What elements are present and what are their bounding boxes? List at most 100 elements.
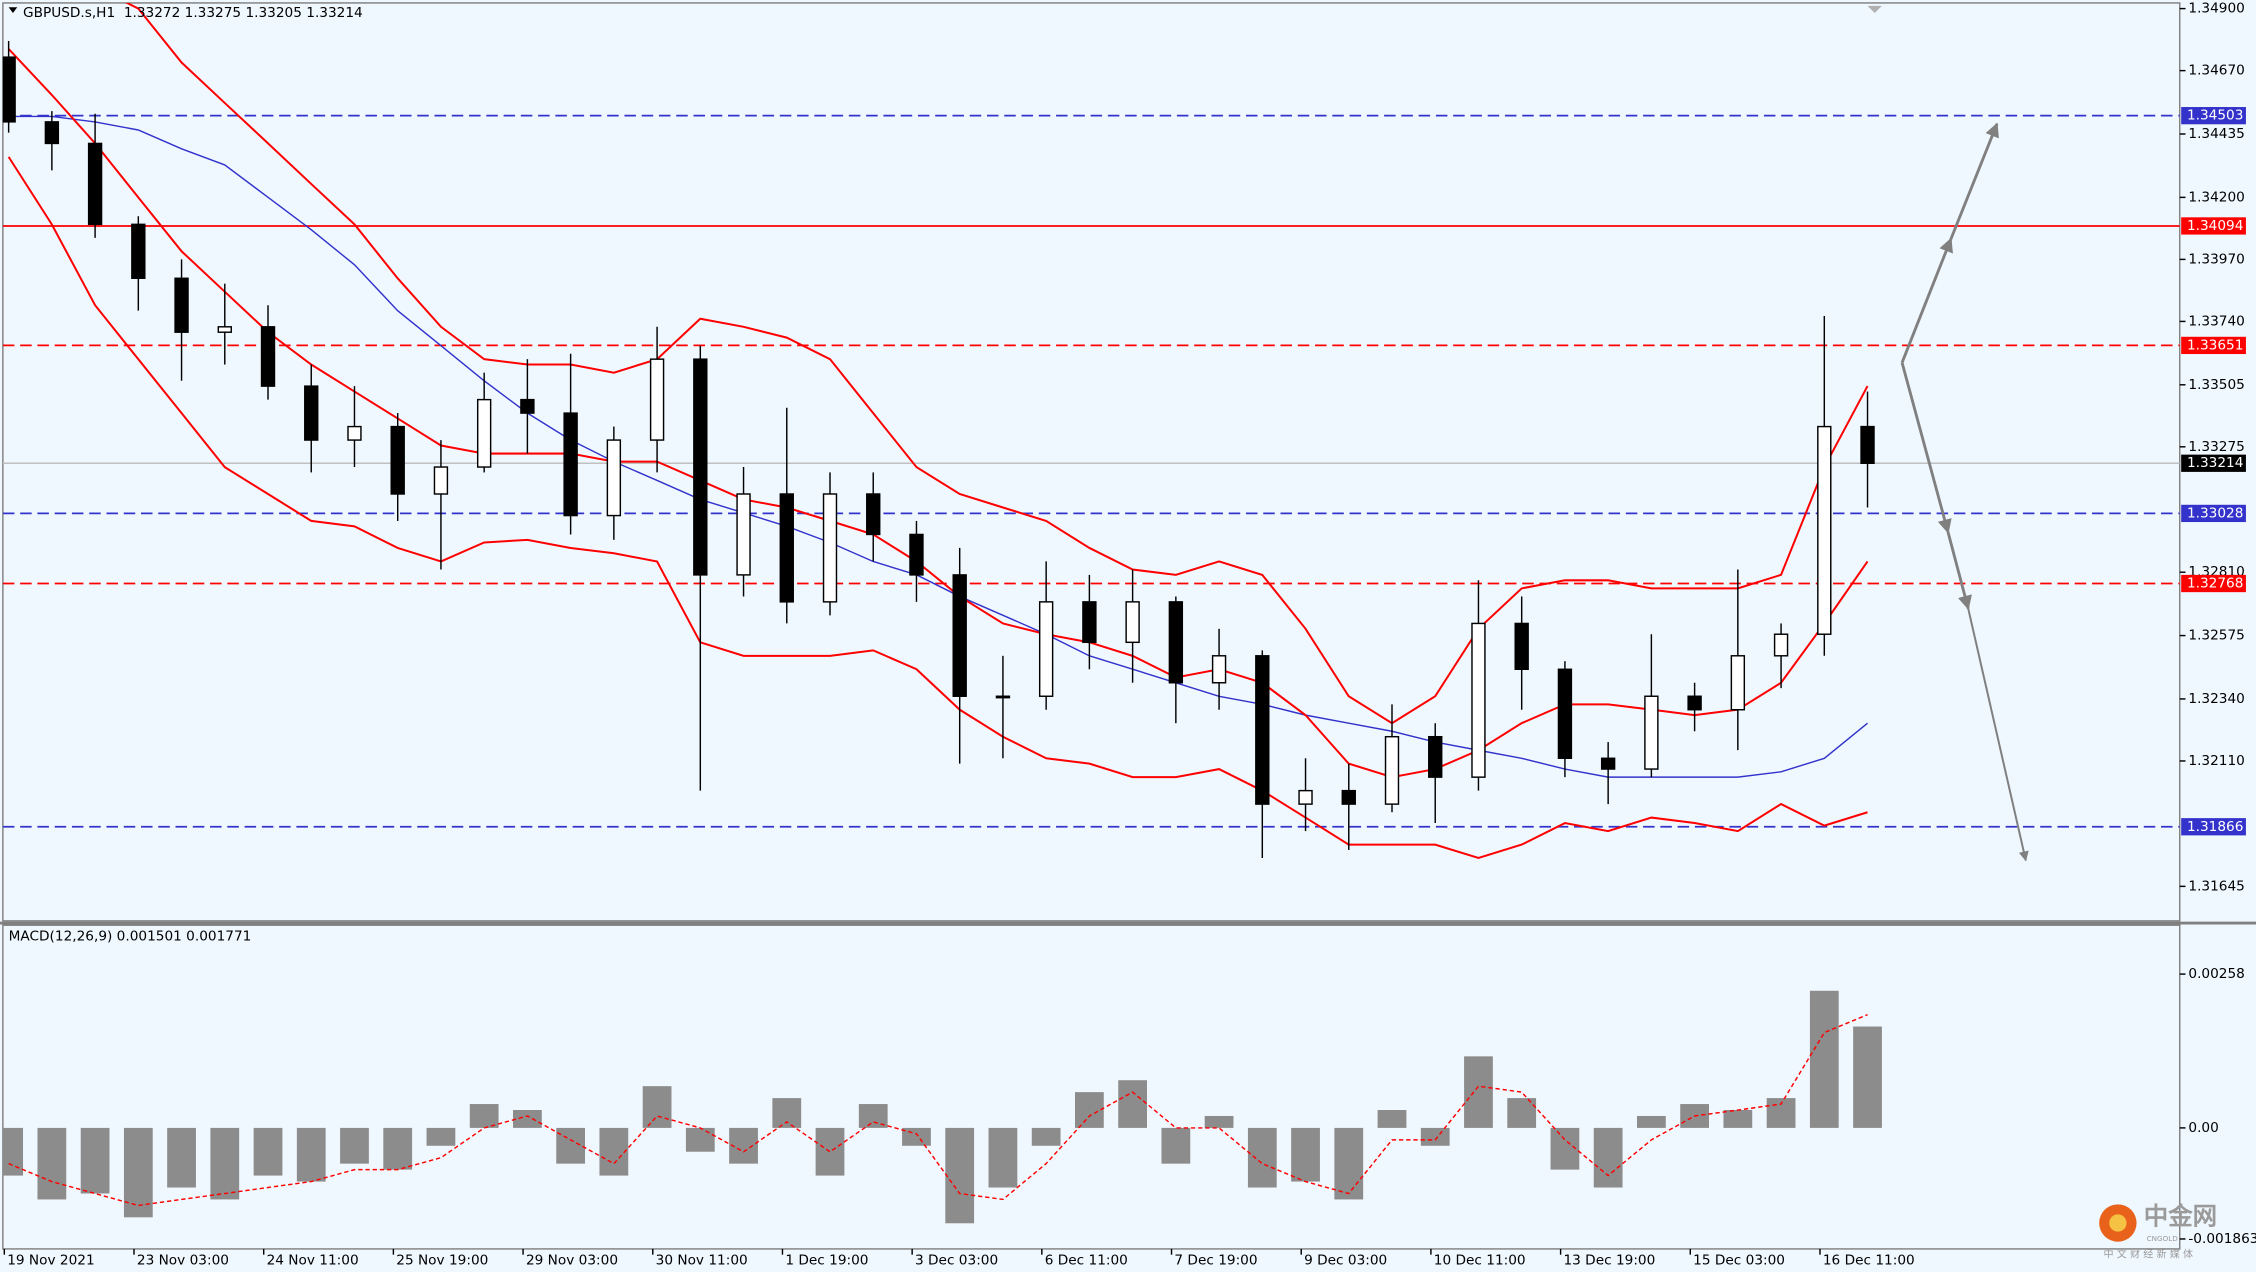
- candle-body: [822, 493, 838, 603]
- x-tick-label: 30 Nov 11:00: [656, 1252, 748, 1268]
- macd-bar: [340, 1127, 369, 1164]
- candle-body: [1211, 655, 1227, 684]
- macd-bar: [1031, 1127, 1061, 1146]
- y-tick-label: 1.33740: [2188, 313, 2244, 329]
- macd-bar: [1074, 1092, 1104, 1128]
- macd-bar: [1334, 1127, 1364, 1200]
- candle-body: [649, 358, 665, 441]
- arrow: [1946, 532, 1972, 611]
- x-tick-label: 16 Dec 11:00: [1823, 1252, 1915, 1268]
- candle-body: [304, 385, 319, 441]
- candle-body: [1255, 655, 1270, 805]
- candle-body: [779, 493, 794, 603]
- candle-body: [1773, 633, 1789, 657]
- main-panel: [2, 2, 2181, 922]
- candle-body: [1644, 695, 1659, 770]
- macd-bar: [642, 1086, 672, 1128]
- macd-area: [2, 990, 1882, 1224]
- x-tick-label: 1 Dec 19:00: [785, 1252, 868, 1268]
- candle-body: [606, 439, 622, 517]
- candle-body: [44, 121, 60, 145]
- macd-bar: [556, 1127, 586, 1164]
- candle-body: [174, 277, 189, 333]
- macd-bar: [426, 1127, 456, 1146]
- chart-title: GBPUSD.s,H1 1.33272 1.33275 1.33205 1.33…: [23, 5, 363, 21]
- candle-body: [1428, 735, 1443, 778]
- candle-body: [520, 398, 535, 414]
- level-label-box: [2181, 217, 2246, 235]
- x-tick-label: 15 Dec 03:00: [1693, 1252, 1785, 1268]
- candle-body: [1298, 789, 1313, 805]
- macd-bar: [383, 1127, 413, 1170]
- x-tick-label: 24 Nov 11:00: [267, 1252, 359, 1268]
- macd-bar: [2, 1127, 24, 1176]
- macd-signal: [8, 1014, 1868, 1207]
- macd-bar: [685, 1127, 715, 1152]
- macd-bar: [296, 1127, 326, 1182]
- x-tick-label: 23 Nov 03:00: [137, 1252, 229, 1268]
- y-tick-label: 1.32110: [2188, 753, 2244, 769]
- level-label: 1.34094: [2187, 218, 2243, 234]
- x-tick-label: 13 Dec 19:00: [1563, 1252, 1655, 1268]
- bollinger-lower: [7, 156, 1868, 860]
- x-tick-label: 25 Nov 19:00: [396, 1252, 488, 1268]
- level-label: 1.34503: [2187, 108, 2243, 124]
- candle-body: [1817, 425, 1832, 635]
- y-tick-label: 1.33970: [2188, 251, 2244, 267]
- price-area: [2, 2, 2180, 860]
- macd-title: MACD(12,26,9) 0.001501 0.001771: [9, 929, 252, 945]
- x-tick-label: 6 Dec 11:00: [1045, 1252, 1128, 1268]
- candle-body: [1730, 655, 1746, 711]
- x-tick-label: 3 Dec 03:00: [915, 1252, 998, 1268]
- macd-bar: [80, 1127, 110, 1194]
- candle-body: [1687, 695, 1702, 711]
- y-tick-label: 0.00258: [2188, 966, 2244, 982]
- level-label-box: [2181, 107, 2246, 125]
- level-label-box: [2181, 574, 2246, 593]
- x-tick-label: 19 Nov 2021: [7, 1252, 94, 1268]
- current-price-box: [2181, 454, 2246, 472]
- macd-bar: [210, 1127, 240, 1200]
- arrow: [1900, 237, 1953, 364]
- candle-body: [1860, 425, 1875, 464]
- macd-bar: [1161, 1127, 1191, 1164]
- candle-body: [1600, 757, 1616, 770]
- macd-bar: [1853, 1026, 1882, 1128]
- y-tick-label: 1.33505: [2188, 377, 2244, 393]
- candle-body: [433, 466, 449, 495]
- macd-bar: [1420, 1127, 1450, 1146]
- watermark-sub: CNGOLD: [2147, 1234, 2179, 1243]
- candle-body: [1341, 789, 1356, 805]
- logo-core: [2109, 1214, 2127, 1232]
- y-tick-label: 0.00: [2188, 1120, 2218, 1136]
- macd-bar: [772, 1098, 802, 1128]
- arrow: [1967, 608, 2029, 862]
- watermark-name: 中金网: [2144, 1201, 2217, 1230]
- candle-body: [866, 493, 881, 536]
- macd-bar: [815, 1127, 845, 1176]
- macd-bar: [1550, 1127, 1580, 1170]
- level-label-box: [2181, 818, 2246, 836]
- macd-bar: [1636, 1115, 1666, 1128]
- projection-arrows: [1900, 122, 2029, 862]
- macd-bar: [599, 1127, 629, 1176]
- candle-body: [2, 56, 16, 123]
- candle-body: [260, 326, 276, 387]
- macd-bar: [1464, 1056, 1493, 1128]
- macd-bar: [1377, 1110, 1407, 1128]
- y-tick-label: 1.34200: [2188, 189, 2244, 205]
- candle-body: [1125, 601, 1140, 644]
- candle-body: [476, 398, 492, 468]
- candle-body: [1557, 668, 1573, 759]
- y-tick-label: 1.31645: [2188, 878, 2244, 894]
- y-tick-label: 1.33275: [2188, 439, 2244, 455]
- shift-marker: [1867, 5, 1882, 14]
- x-tick-label: 9 Dec 03:00: [1304, 1252, 1387, 1268]
- y-tick-label: 1.32340: [2188, 691, 2244, 707]
- macd-bar: [1118, 1080, 1148, 1128]
- macd-bar: [1723, 1110, 1753, 1128]
- candle-body: [952, 574, 967, 697]
- level-label: 1.33651: [2187, 337, 2243, 353]
- macd-bar: [1809, 990, 1839, 1128]
